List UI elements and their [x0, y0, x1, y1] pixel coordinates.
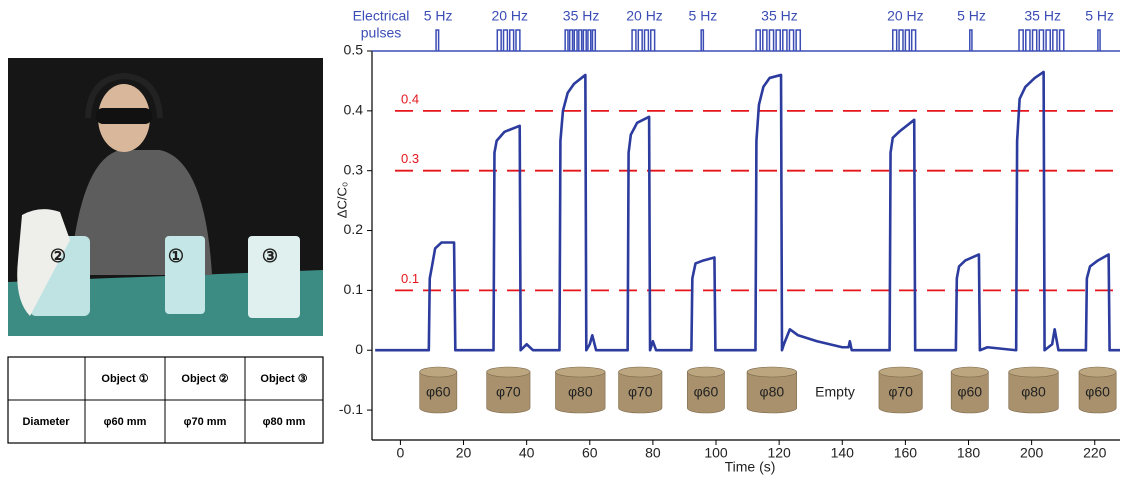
cylinder-top	[618, 366, 663, 378]
object-label: φ80	[568, 384, 593, 400]
table-cell: φ80 mm	[263, 416, 306, 428]
object-label: φ80	[760, 384, 785, 400]
x-tick-label: 140	[831, 445, 855, 461]
pulse-train	[969, 29, 973, 51]
chart: ΔC/C₀ Time (s) Electrical pulses -0.1 0 0.…	[334, 8, 1120, 475]
photo-label: ②	[50, 246, 66, 266]
pulse-train	[700, 29, 705, 51]
pulse-label: 35 Hz	[1024, 8, 1061, 24]
object-label: φ70	[628, 384, 653, 400]
x-tick-label: 100	[704, 445, 728, 461]
table-header: Object ③	[260, 373, 307, 385]
table-cell: φ70 mm	[184, 416, 227, 428]
pulse-label: 35 Hz	[563, 8, 600, 24]
object-label: φ60	[1085, 384, 1110, 400]
cylinder-top	[486, 366, 531, 378]
cylinder	[950, 371, 989, 414]
object-label: φ60	[694, 384, 719, 400]
cylinder	[878, 371, 923, 414]
table-header: Object ②	[181, 373, 228, 385]
table-header: Object ①	[101, 373, 148, 385]
pulse-label: 20 Hz	[887, 8, 924, 24]
x-tick-label: 220	[1083, 445, 1107, 461]
photo-label: ①	[168, 246, 184, 266]
cylinder	[746, 371, 797, 414]
threshold-label: 0.3	[401, 151, 419, 166]
pulse-train	[1018, 29, 1065, 51]
pulse-title: Electrical	[353, 8, 410, 24]
pulse-label: 5 Hz	[1085, 8, 1114, 24]
pulse-train	[631, 29, 656, 51]
pulse-train	[892, 29, 917, 51]
cylinder-top	[950, 366, 989, 378]
x-tick-label: 0	[397, 445, 405, 461]
y-tick-label: 0.3	[344, 161, 364, 177]
pulse-label: 20 Hz	[491, 8, 528, 24]
y-axis-label: ΔC/C₀	[334, 182, 349, 218]
x-tick-label: 40	[519, 445, 535, 461]
table-cell: Diameter	[22, 416, 70, 428]
cylinder-top	[555, 366, 606, 378]
object-label: φ70	[888, 384, 913, 400]
y-tick-label: 0.4	[344, 102, 364, 118]
photo-mask	[96, 108, 152, 124]
table-cell: φ60 mm	[104, 416, 147, 428]
cylinder	[1008, 371, 1059, 414]
table: Object ① Object ② Object ③ Diameter φ60 …	[7, 356, 324, 444]
pulse-label: 5 Hz	[957, 8, 986, 24]
x-tick-label: 180	[957, 445, 981, 461]
signal-line	[375, 70, 1120, 352]
y-tick-label: 0.5	[344, 42, 364, 58]
cylinder	[555, 371, 606, 414]
pulse-train	[435, 29, 440, 51]
photo: ② ① ③	[8, 58, 323, 336]
y-tick-label: -0.1	[339, 401, 363, 417]
cylinder	[687, 371, 725, 414]
pulse-title: pulses	[361, 25, 401, 41]
cylinder-top	[687, 366, 725, 378]
x-tick-label: 120	[767, 445, 791, 461]
pulse-train	[564, 29, 597, 51]
object-label: Empty	[815, 384, 855, 400]
x-tick-label: 80	[645, 445, 661, 461]
photo-cylinder	[248, 236, 300, 318]
x-tick-label: 60	[582, 445, 598, 461]
x-axis-label: Time (s)	[725, 459, 776, 475]
pulse-train	[1097, 29, 1101, 51]
cylinder-top	[746, 366, 797, 378]
pulse-label: 5 Hz	[424, 8, 453, 24]
cylinder	[618, 371, 663, 414]
pulse-label: 5 Hz	[689, 8, 718, 24]
cylinder-top	[1008, 366, 1059, 378]
pulse-train	[496, 29, 521, 51]
x-tick-label: 160	[894, 445, 918, 461]
object-label: φ60	[426, 384, 451, 400]
pulse-label: 20 Hz	[626, 8, 663, 24]
x-tick-label: 200	[1020, 445, 1044, 461]
photo-cylinder	[165, 236, 205, 314]
cylinder-top	[1078, 366, 1117, 378]
y-tick-label: 0	[355, 341, 363, 357]
threshold-label: 0.1	[401, 271, 419, 286]
y-tick-label: 0.2	[344, 221, 364, 237]
cylinder	[419, 371, 458, 414]
photo-label: ③	[262, 246, 278, 266]
cylinder-top	[419, 366, 458, 378]
cylinder	[1078, 371, 1117, 414]
photo-headphones	[85, 72, 163, 119]
pulse-label: 35 Hz	[761, 8, 798, 24]
object-label: φ70	[496, 384, 521, 400]
object-label: φ60	[957, 384, 982, 400]
x-tick-label: 20	[456, 445, 472, 461]
cylinder-top	[878, 366, 923, 378]
threshold-label: 0.4	[401, 91, 419, 106]
y-tick-label: 0.1	[344, 281, 364, 297]
pulse-train	[755, 29, 802, 51]
cylinder	[486, 371, 531, 414]
object-label: φ80	[1021, 384, 1046, 400]
photo-glove	[17, 209, 70, 316]
